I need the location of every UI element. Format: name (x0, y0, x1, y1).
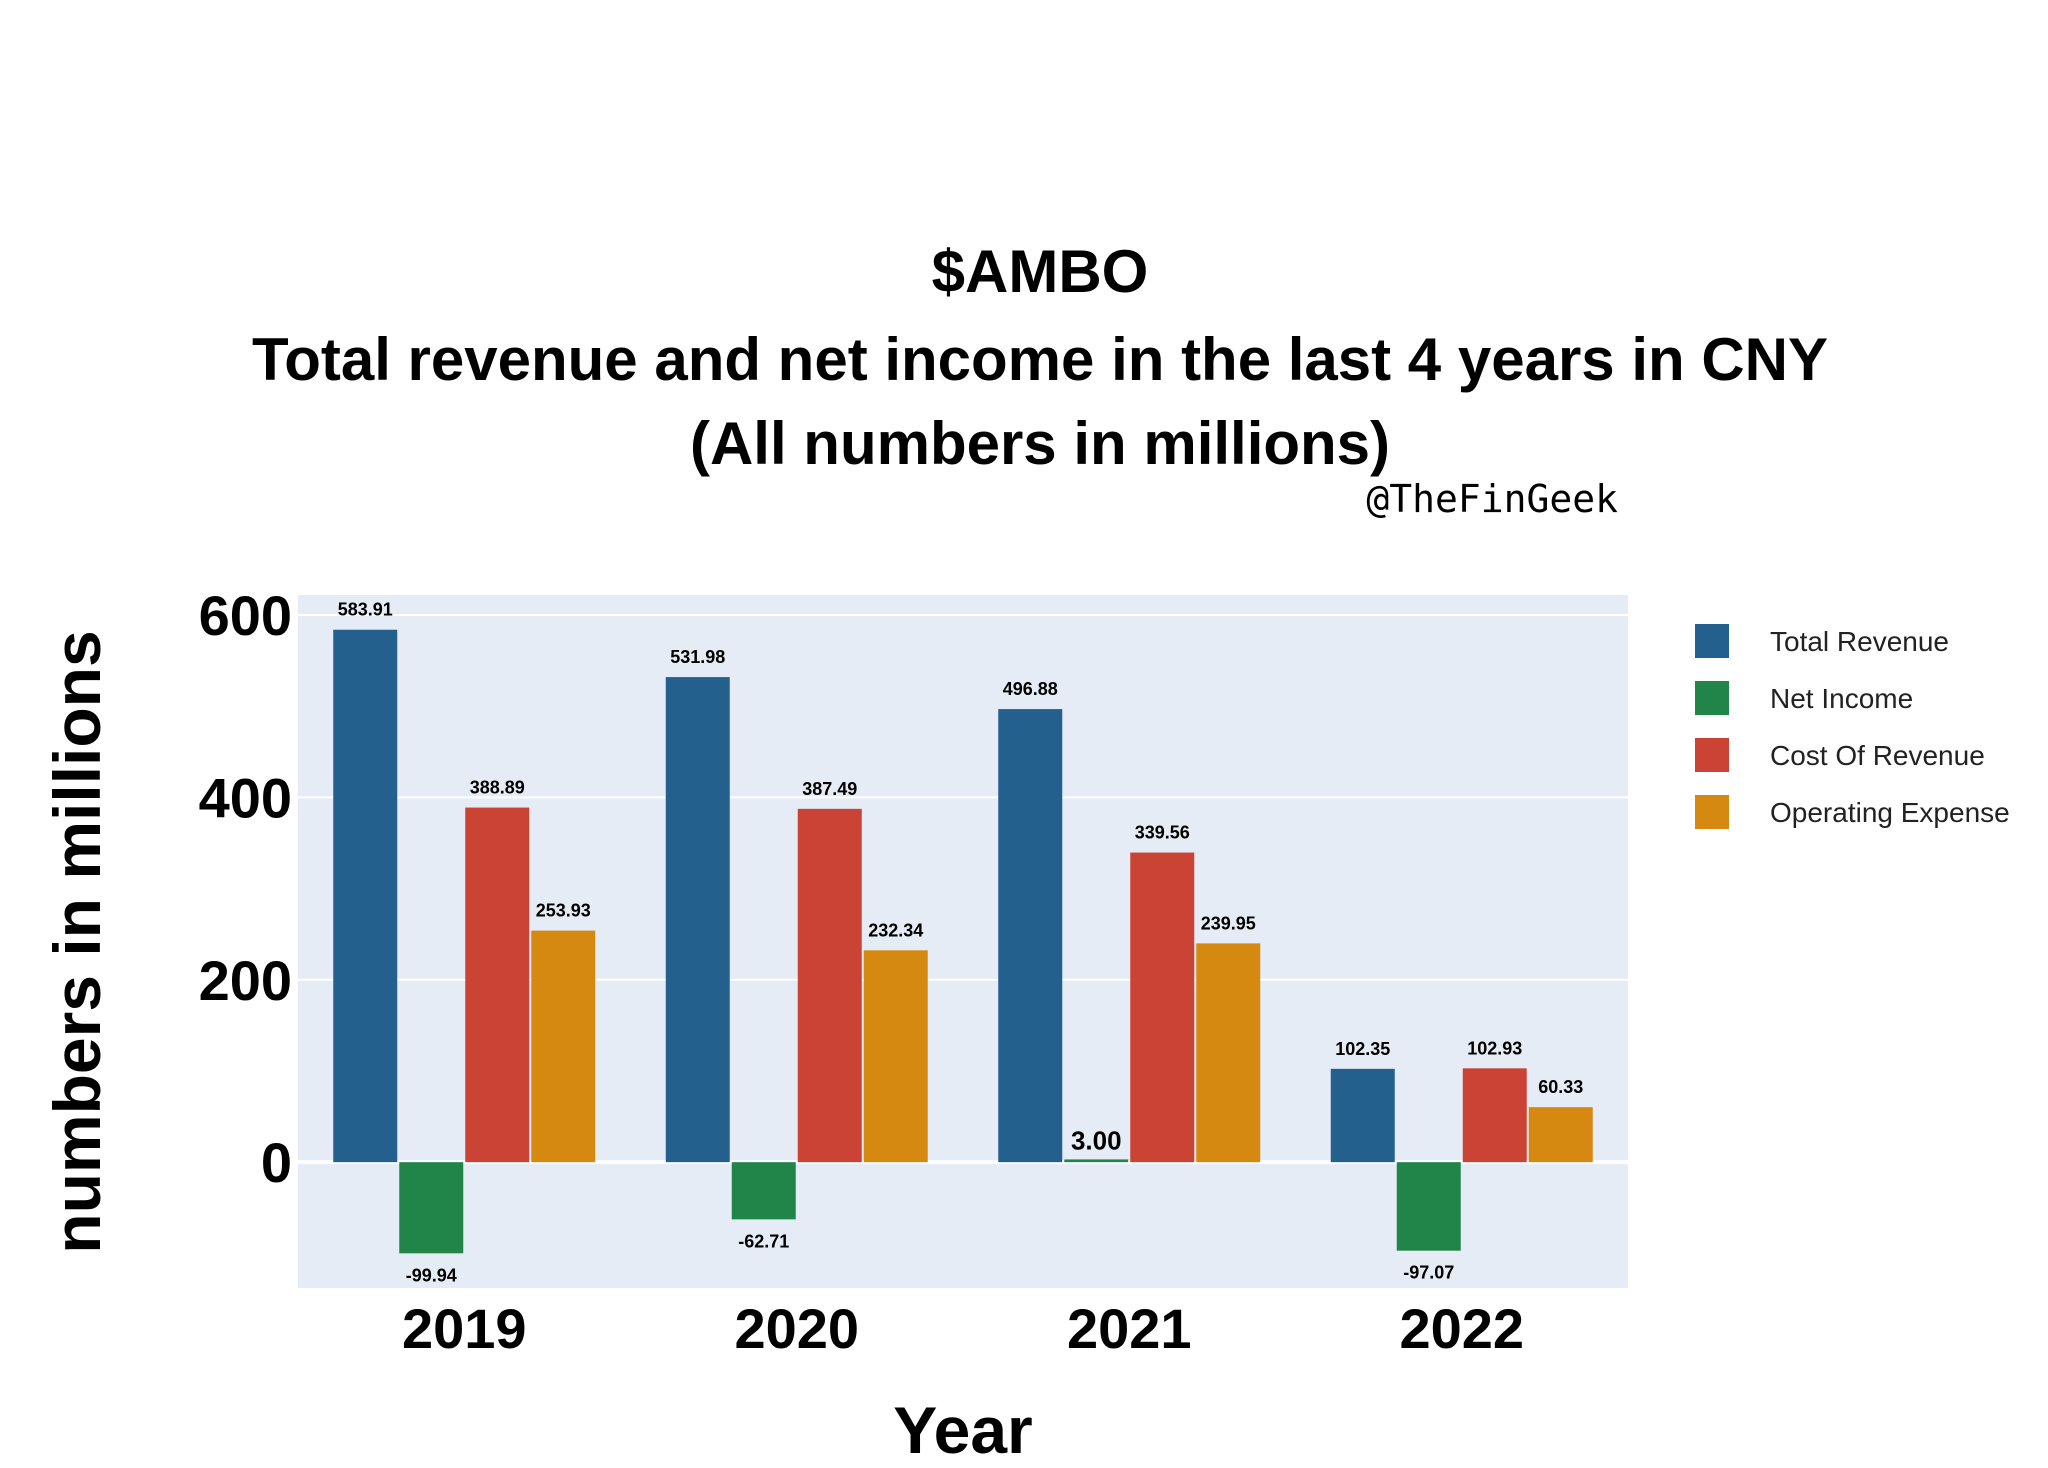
legend-label: Total Revenue (1770, 626, 1949, 657)
x-axis-ticks: 2019 2020 2021 2022 (402, 1297, 1524, 1360)
author-handle: @TheFinGeek (1366, 477, 1618, 521)
x-tick-label: 2019 (402, 1297, 527, 1360)
data-labels: 583.91 -99.94 388.89 253.93 531.98 -62.71 387.… (338, 600, 1584, 1286)
legend-swatch (1695, 624, 1729, 658)
data-label: 3.00 (1071, 1125, 1122, 1155)
bar (465, 807, 530, 1163)
bar (333, 629, 398, 1163)
chart-title: $AMBO (932, 238, 1149, 305)
y-tick-label: 0 (261, 1131, 292, 1194)
bar (531, 930, 596, 1163)
data-label: -97.07 (1403, 1263, 1454, 1283)
data-label: 583.91 (338, 600, 393, 620)
data-label: 102.93 (1467, 1038, 1522, 1058)
y-axis-ticks: 0 200 400 600 (199, 584, 292, 1194)
chart-subtitle: Total revenue and net income in the last… (252, 326, 1828, 393)
bar (998, 709, 1063, 1163)
bar (797, 808, 862, 1163)
legend-label: Cost Of Revenue (1770, 740, 1985, 771)
data-label: 239.95 (1201, 913, 1256, 933)
bar (665, 677, 730, 1163)
x-tick-label: 2021 (1067, 1297, 1192, 1360)
x-axis-title: Year (893, 1393, 1032, 1463)
bar (1528, 1107, 1593, 1163)
bar (863, 950, 928, 1163)
data-label: 496.88 (1003, 679, 1058, 699)
legend-swatch (1695, 738, 1729, 772)
chart-units-note: (All numbers in millions) (690, 410, 1390, 477)
x-tick-label: 2022 (1399, 1297, 1524, 1360)
data-label: 339.56 (1135, 823, 1190, 843)
legend-label: Net Income (1770, 683, 1913, 714)
data-label: 387.49 (802, 779, 857, 799)
y-tick-label: 400 (199, 766, 292, 829)
y-axis-title: numbers in millions (40, 630, 114, 1253)
data-label: -62.71 (738, 1231, 789, 1251)
bar (1462, 1068, 1527, 1163)
data-label: 232.34 (868, 920, 923, 940)
bars (333, 629, 1593, 1254)
legend: Total Revenue Net Income Cost Of Revenue Op… (1695, 624, 2010, 829)
bar (731, 1162, 796, 1220)
y-tick-label: 600 (199, 584, 292, 647)
bar (1396, 1162, 1461, 1251)
data-label: -99.94 (406, 1265, 457, 1285)
data-label: 531.98 (670, 647, 725, 667)
bar (1196, 943, 1261, 1163)
y-tick-label: 200 (199, 949, 292, 1012)
bar (1330, 1068, 1395, 1163)
legend-label: Operating Expense (1770, 797, 2010, 828)
x-tick-label: 2020 (734, 1297, 859, 1360)
legend-swatch (1695, 681, 1729, 715)
data-label: 253.93 (536, 901, 591, 921)
data-label: 60.33 (1538, 1077, 1583, 1097)
bar (1130, 852, 1195, 1163)
legend-swatch (1695, 795, 1729, 829)
bar (399, 1162, 464, 1254)
data-label: 388.89 (470, 778, 525, 798)
bar (1064, 1159, 1129, 1163)
data-label: 102.35 (1335, 1039, 1390, 1059)
